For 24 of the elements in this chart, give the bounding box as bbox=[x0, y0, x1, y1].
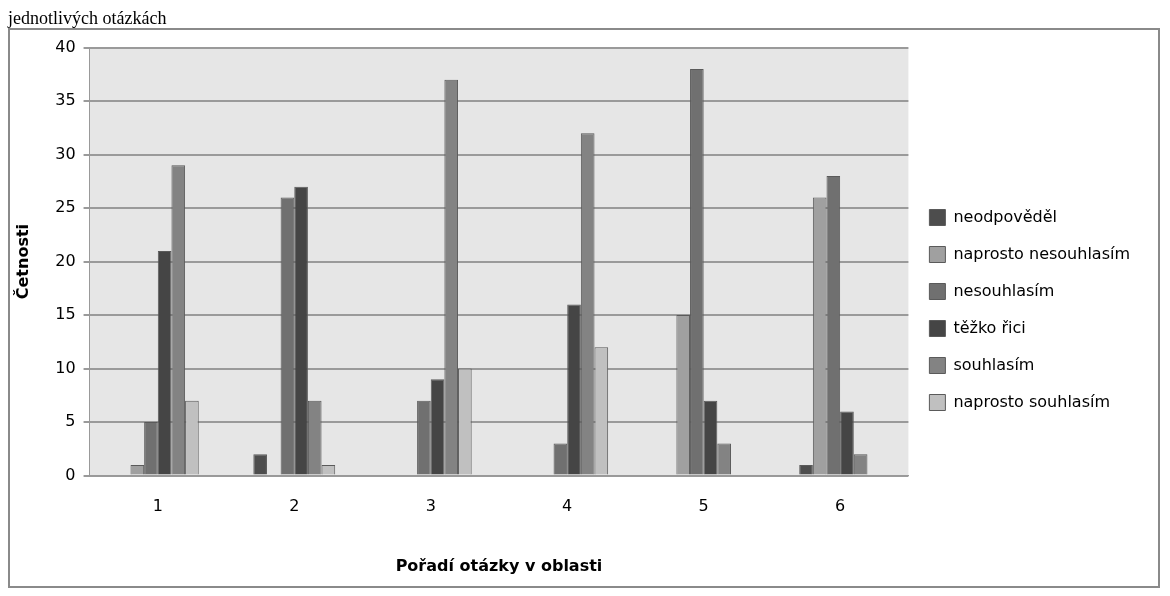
x-tick-label: 3 bbox=[425, 496, 436, 516]
legend-label: nesouhlasím bbox=[953, 280, 1055, 300]
y-tick-label: 10 bbox=[55, 357, 76, 377]
legend-label: naprosto souhlasím bbox=[953, 391, 1111, 411]
legend-label: neodpověděl bbox=[953, 206, 1058, 226]
y-tick-label: 0 bbox=[65, 464, 76, 484]
x-tick-label: 2 bbox=[289, 496, 300, 516]
legend-label: souhlasím bbox=[953, 354, 1035, 374]
x-tick-label: 6 bbox=[835, 496, 846, 516]
legend-label: těžko řici bbox=[953, 317, 1026, 337]
x-tick-label: 5 bbox=[698, 496, 709, 516]
x-axis-title: Pořadí otázky v oblasti bbox=[395, 555, 603, 575]
x-tick-label: 4 bbox=[562, 496, 573, 516]
y-tick-label: 40 bbox=[55, 36, 76, 56]
y-tick-label: 5 bbox=[65, 411, 76, 431]
y-tick-label: 25 bbox=[55, 197, 76, 217]
y-axis-title: Četnosti bbox=[12, 223, 32, 300]
y-tick-label: 30 bbox=[55, 143, 76, 163]
legend-label: naprosto nesouhlasím bbox=[953, 243, 1130, 263]
y-tick-label: 35 bbox=[55, 90, 76, 110]
x-tick-label: 1 bbox=[152, 496, 163, 516]
y-tick-label: 20 bbox=[55, 250, 76, 270]
y-tick-label: 15 bbox=[55, 304, 76, 324]
text: jednotlivých otázkách bbox=[8, 8, 168, 28]
